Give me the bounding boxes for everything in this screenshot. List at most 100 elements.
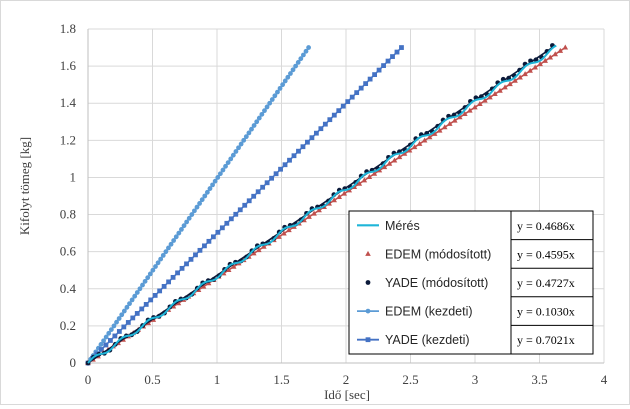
data-point [295,60,301,65]
data-point [230,263,237,269]
data-point [163,249,169,255]
data-point [262,108,267,114]
data-point [303,48,309,54]
data-point [406,147,413,153]
data-point [269,175,275,181]
series-yade-kezdeti [85,45,404,366]
data-point [160,252,166,258]
x-tick-label: 4 [601,372,608,387]
data-point [376,67,382,73]
data-point [130,315,136,321]
data-point [161,283,167,289]
data-point [158,256,164,262]
data-point [175,270,180,276]
data-point [366,174,373,180]
data-point [306,213,312,219]
y-axis-label: Kifolyt tömeg [kg] [17,137,32,235]
data-point [106,330,112,336]
data-point [306,45,311,50]
data-point [396,154,403,160]
data-point [255,189,261,195]
legend-label: EDEM (kezdeti) [385,305,473,319]
data-point [147,271,153,277]
data-point [264,180,270,186]
data-point [111,323,117,329]
data-point [139,306,145,312]
data-point [233,149,239,154]
data-point [327,117,333,123]
data-point [204,189,210,195]
data-point [119,312,125,318]
data-point [230,152,236,158]
y-tick-label: 0.2 [60,318,76,333]
data-point [259,111,265,117]
data-point [311,210,317,216]
y-tick-label: 1.2 [60,132,76,147]
equation-box [510,210,594,355]
data-point [381,63,386,68]
data-point [219,225,225,231]
x-tick-label: 0.5 [144,372,160,387]
data-point [184,219,190,225]
data-point [381,164,388,170]
data-point [181,223,187,229]
data-point [309,135,315,141]
data-point [512,77,518,83]
data-point [176,230,182,236]
data-point [296,148,301,154]
data-point [200,283,207,289]
legend-item-edem-modositott: EDEM (módosított) y = 0.4595x [365,247,575,261]
data-point [361,177,368,183]
data-point [206,238,212,244]
data-point [372,72,378,77]
data-point [103,334,109,340]
data-point [290,67,296,73]
data-point [358,85,364,91]
data-point [121,308,127,314]
data-point [305,139,310,145]
y-tick-label: 1 [70,169,77,184]
data-point [220,167,226,173]
data-point [145,275,151,281]
data-point [215,175,221,180]
x-tick-label: 2 [343,372,350,387]
data-point [175,300,182,306]
data-point [197,247,203,253]
data-point [552,51,559,57]
legend-item-yade-modositott: YADE (módosított) y = 0.4727x [365,276,575,290]
data-point [202,243,207,249]
data-point [103,342,109,348]
data-point [199,197,205,203]
data-point [451,117,458,123]
data-point [273,171,279,177]
data-point [236,145,241,151]
legend-label: Mérés [385,219,420,233]
data-point [411,144,418,150]
data-point [477,101,483,107]
data-point [168,241,174,247]
y-tick-label: 1.8 [60,21,76,36]
data-point [179,265,185,271]
data-point [456,114,463,120]
legend-swatch [365,250,371,256]
data-point [269,97,275,102]
legend-swatch [365,280,371,285]
data-point [251,123,257,128]
data-point [179,227,184,232]
y-tick-label: 0.4 [60,281,77,296]
legend-swatch [365,337,371,343]
data-point [193,252,198,258]
data-point [256,115,262,121]
data-point [386,160,393,166]
equation-label: y = 0.4686x [517,219,575,233]
data-point [242,202,248,208]
data-point [426,134,433,140]
data-point [436,127,443,133]
data-point [356,180,363,186]
data-point [233,211,239,217]
data-point [202,193,208,199]
data-point [157,288,163,294]
x-tick-label: 1 [214,372,221,387]
equation-label: y = 0.4727x [517,276,575,290]
